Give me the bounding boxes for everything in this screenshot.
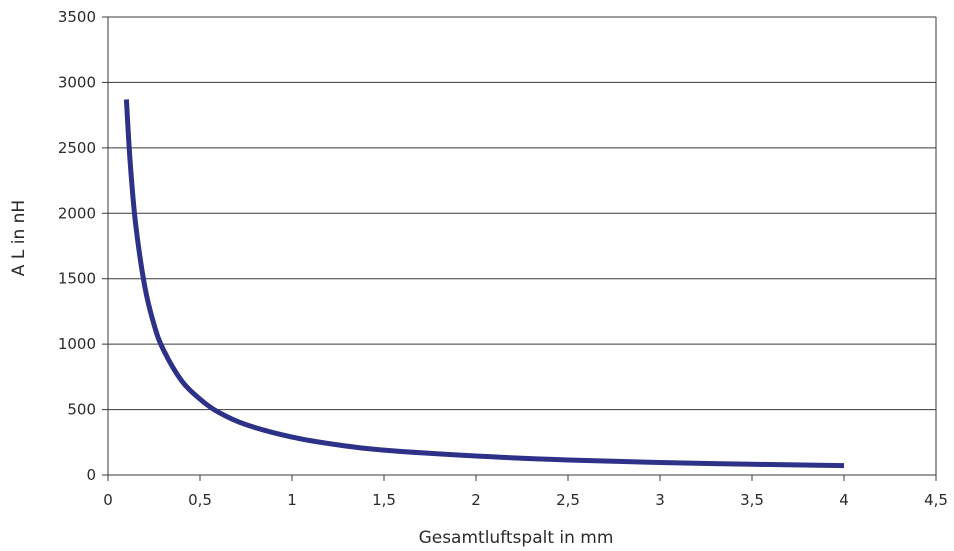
x-tick-label-3: 1,5 <box>372 491 396 509</box>
y-tick-label-3: 1500 <box>58 270 96 288</box>
y-tick-label-4: 2000 <box>58 204 96 222</box>
y-tick-label-5: 2500 <box>58 139 96 157</box>
y-tick-label-0: 0 <box>86 466 96 484</box>
ticks: 0 500 1000 1500 2000 2500 3000 3500 0 0,5 1 1,5 2 2,5… <box>58 8 948 509</box>
x-tick-label-1: 0,5 <box>188 491 212 509</box>
y-tick-label-6: 3000 <box>58 73 96 91</box>
grid <box>108 16 936 476</box>
y-tick-label-1: 500 <box>67 401 96 419</box>
x-tick-label-8: 4 <box>839 491 849 509</box>
y-axis-label: A L in nH <box>9 200 29 276</box>
x-tick-label-0: 0 <box>103 491 113 509</box>
y-tick-label-7: 3500 <box>58 8 96 26</box>
x-tick-label-2: 1 <box>287 491 297 509</box>
y-tick-label-2: 1000 <box>58 335 96 353</box>
series-line-0 <box>123 99 845 469</box>
x-tick-label-7: 3,5 <box>740 491 764 509</box>
x-tick-label-6: 3 <box>655 491 665 509</box>
axes <box>102 17 937 481</box>
series <box>123 99 845 469</box>
x-tick-label-9: 4,5 <box>924 491 948 509</box>
x-tick-label-5: 2,5 <box>556 491 580 509</box>
x-tick-label-4: 2 <box>471 491 481 509</box>
x-axis-label: Gesamtluftspalt in mm <box>419 528 614 548</box>
